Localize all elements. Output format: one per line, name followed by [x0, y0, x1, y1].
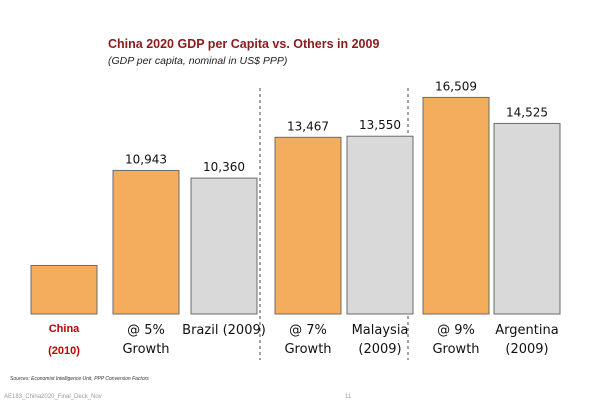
- value-label-1: 10,943: [125, 152, 167, 166]
- page-number: 11: [345, 394, 352, 400]
- category-label-0-1: (2010): [48, 345, 80, 357]
- bar-2: [190, 177, 258, 315]
- chart-title: China 2020 GDP per Capita vs. Others in …: [108, 37, 380, 51]
- bar-6: [493, 122, 561, 315]
- value-label-3: 13,467: [287, 119, 329, 133]
- value-label-4: 13,550: [359, 118, 401, 132]
- chart-subtitle: (GDP per capita, nominal in US$ PPP): [108, 55, 288, 67]
- category-label-6-0: Argentina: [495, 323, 558, 338]
- bar-1: [112, 169, 180, 315]
- category-label-1-1: Growth: [122, 342, 169, 357]
- bar-5: [422, 96, 490, 315]
- sources-note: Sources: Economist Intelligence Unit, PP…: [10, 376, 149, 382]
- category-label-6-1: (2009): [505, 342, 548, 357]
- category-label-1-0: @ 5%: [127, 323, 165, 338]
- category-label-4-1: (2009): [358, 342, 401, 357]
- bar-4: [346, 135, 414, 315]
- bar-0: [30, 264, 98, 315]
- category-label-0-0: China: [49, 323, 80, 335]
- category-label-2-0: Brazil (2009): [182, 323, 266, 338]
- value-label-5: 16,509: [435, 79, 477, 93]
- category-label-4-0: Malaysia: [352, 323, 409, 338]
- value-label-6: 14,525: [506, 105, 548, 119]
- footer-text: AE183_China2020_Final_Deck_Nov: [4, 394, 102, 400]
- value-label-2: 10,360: [203, 160, 245, 174]
- category-label-3-1: Growth: [284, 342, 331, 357]
- category-label-5-1: Growth: [432, 342, 479, 357]
- category-label-3-0: @ 7%: [289, 323, 327, 338]
- bar-3: [274, 136, 342, 315]
- category-label-5-0: @ 9%: [437, 323, 475, 338]
